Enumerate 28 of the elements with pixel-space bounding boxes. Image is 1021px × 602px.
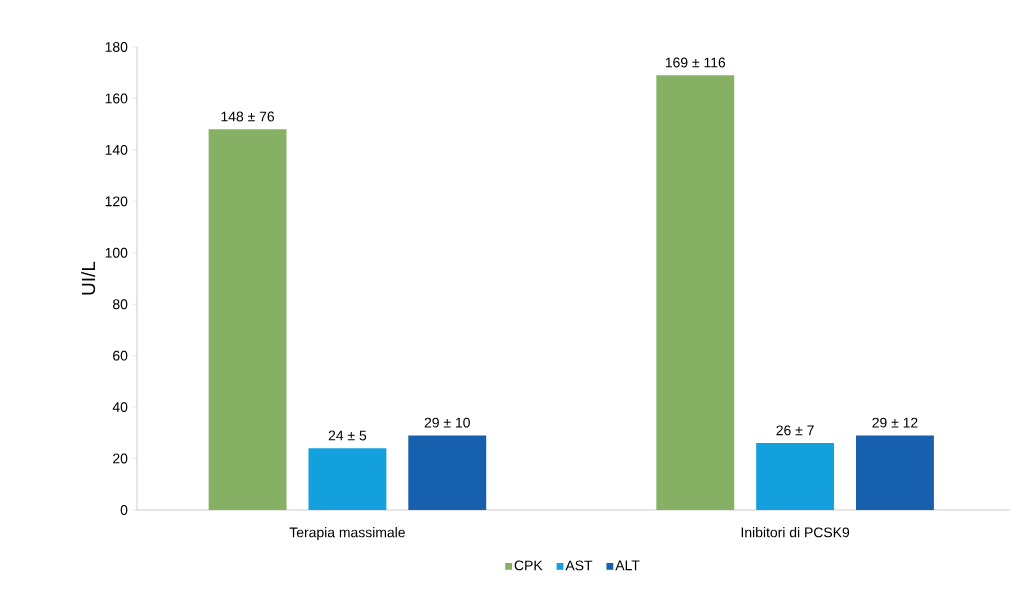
data-label: 29 ± 12 — [872, 417, 918, 428]
y-tick-label: 120 — [105, 196, 128, 207]
bar — [208, 129, 287, 510]
bar — [856, 435, 934, 510]
y-tick-label: 60 — [113, 350, 128, 361]
data-label: 29 ± 10 — [424, 417, 470, 428]
y-tick-label: 180 — [105, 42, 128, 52]
data-label: 169 ± 116 — [665, 57, 726, 68]
bar — [756, 443, 835, 510]
y-tick-label: 140 — [105, 144, 128, 155]
y-tick-label: 100 — [105, 247, 128, 258]
y-tick-label: 40 — [112, 402, 128, 413]
data-label: 26 ± 7 — [776, 425, 814, 436]
y-tick-label: 20 — [113, 453, 128, 464]
x-tick-label: Terapia massimale — [289, 527, 405, 541]
data-label: 148 ± 76 — [221, 111, 275, 122]
legend-label: ALT — [615, 560, 640, 571]
bar — [408, 435, 487, 510]
bar — [656, 75, 735, 510]
legend-label: CPK — [514, 560, 543, 571]
bar — [308, 448, 387, 510]
y-axis-title: UI/L — [81, 261, 96, 295]
y-tick-label: 0 — [120, 505, 128, 515]
x-tick-label: Inibitori di PCSK9 — [741, 527, 850, 538]
data-label: 24 ± 5 — [328, 430, 367, 441]
y-tick-label: 160 — [105, 93, 128, 104]
legend-label: AST — [565, 560, 593, 571]
y-tick-label: 80 — [113, 299, 128, 310]
